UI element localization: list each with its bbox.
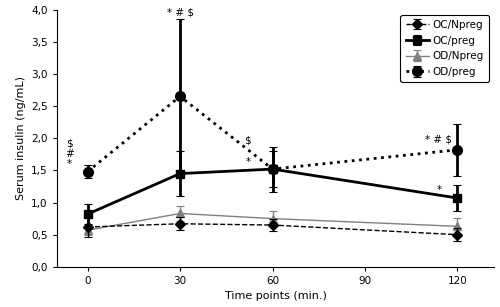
Text: $: $ — [66, 138, 72, 149]
Text: #: # — [64, 149, 74, 159]
Text: *: * — [436, 185, 442, 195]
Legend: OC/Npreg, OC/preg, OD/Npreg, OD/preg: OC/Npreg, OC/preg, OD/Npreg, OD/preg — [400, 15, 489, 82]
Text: * # $: * # $ — [166, 8, 194, 18]
Text: *: * — [66, 159, 71, 169]
Y-axis label: Serum insulin (ng/mL): Serum insulin (ng/mL) — [16, 76, 26, 200]
Text: $: $ — [244, 136, 251, 146]
Text: * # $: * # $ — [426, 135, 452, 145]
Text: *: * — [246, 157, 250, 167]
X-axis label: Time points (min.): Time points (min.) — [224, 291, 326, 301]
